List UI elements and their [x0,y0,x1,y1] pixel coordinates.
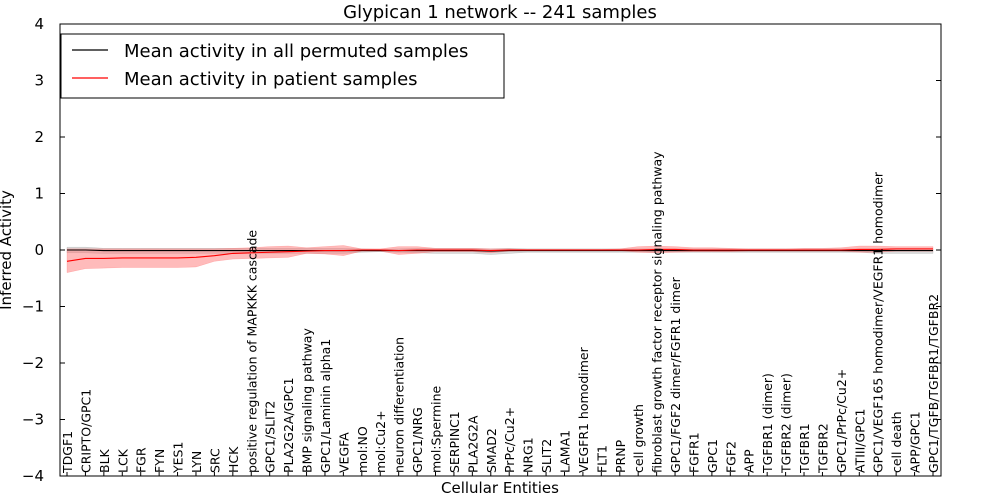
y-tick-label: −1 [22,298,44,316]
x-tick-label: cell growth [631,404,646,473]
x-tick-label: TGFBR2 [815,423,830,474]
y-axis-label: Inferred Activity [0,190,15,310]
x-tick-label: TGFBR2 (dimer) [779,373,794,474]
series-lines [66,248,933,262]
x-tick-label: GPC1/Laminin alpha1 [318,339,333,473]
x-tick-label: GPC1/VEGF165 homodimer/VEGFR1 homodimer [871,171,886,473]
x-tick-label: FGFR1 [686,432,701,473]
x-tick-label: mol:Spermine [429,385,444,473]
y-tick-label: 1 [34,185,44,203]
x-tick-label: neuron differentiation [392,337,407,473]
y-tick-label: 4 [34,15,44,33]
x-tick-label: YES1 [171,442,186,474]
x-tick-label: VEGFA [336,432,351,473]
x-tick-label: APP [742,449,757,473]
x-tick-label: mol:Cu2+ [373,410,388,473]
x-tick-label: FGF2 [723,441,738,473]
y-tick-label: −4 [22,467,44,485]
y-tick-label: −2 [22,354,44,372]
x-tick-label: GPC1/SLIT2 [263,401,278,473]
x-tick-label: GPC1/TGFB/TGFBR1/TGFBR2 [926,294,941,473]
legend-label-permuted: Mean activity in all permuted samples [124,41,468,62]
x-tick-label: CRIPTO/GPC1 [78,389,93,473]
chart-title: Glypican 1 network -- 241 samples [343,2,657,23]
y-tick-label: 0 [34,241,44,259]
legend: Mean activity in all permuted samples Me… [60,33,505,99]
y-tick-label: 2 [34,128,44,146]
x-tick-label: LCK [115,448,130,473]
x-tick-label: GPC1 [705,439,720,473]
x-tick-label: GPC1/FGF2 dimer/FGFR1 dimer [668,276,683,473]
x-tick-label: PRNP [613,439,628,473]
x-tick-label: fibroblast growth factor receptor signal… [650,151,665,473]
x-tick-label: LAMA1 [557,430,572,473]
legend-box [60,33,505,99]
x-tick-label: LYN [189,451,204,473]
x-tick-label: TDGF1 [60,431,75,474]
x-tick-label: NRG1 [521,437,536,473]
x-tick-label: cell death [889,411,904,473]
x-tick-label: FLT1 [594,445,609,473]
x-tick-label: HCK [226,446,241,473]
x-tick-label: APP/GPC1 [908,411,923,473]
x-tick-label: PLA2G2A/GPC1 [281,377,296,473]
x-tick-label: GPC1/NRG [410,407,425,473]
x-tick-label: SMAD2 [484,428,499,473]
x-tick-label: mol:NO [355,426,370,473]
x-tick-label: SRC [207,448,222,473]
x-tick-label: SLIT2 [539,439,554,473]
x-tick-label: PLA2G2A [465,415,480,473]
line-series-1 [66,248,933,262]
x-tick-label: TGFBR1 [797,423,812,474]
x-tick-label: FGR [134,447,149,473]
x-tick-label: positive regulation of MAPKKK cascade [244,230,259,473]
x-tick-label: BLK [97,448,112,473]
x-tick-label: ATIII/GPC1 [852,409,867,473]
x-tick-label: PrPc/Cu2+ [502,407,517,473]
y-axis-ticks: −4 −3 −2 −1 0 1 2 3 4 [22,15,941,485]
x-tick-label: FYN [152,449,167,473]
y-tick-label: 3 [34,72,44,90]
y-tick-label: −3 [22,411,44,429]
x-tick-label: SERPINC1 [447,411,462,473]
x-tick-label: BMP signaling pathway [300,328,315,473]
x-axis-ticks: TDGF1 CRIPTO/GPC1 BLK LCK FGR FYN YES1 LYN SRC HC… [60,151,941,476]
line-series-0 [67,249,933,252]
x-tick-label: TGFBR1 (dimer) [760,373,775,474]
x-tick-label: GPC1/PrPc/Cu2+ [834,369,849,473]
x-tick-label: VEGFR1 homodimer [576,346,591,473]
legend-label-patient: Mean activity in patient samples [124,69,418,90]
x-axis-label: Cellular Entities [441,479,559,497]
